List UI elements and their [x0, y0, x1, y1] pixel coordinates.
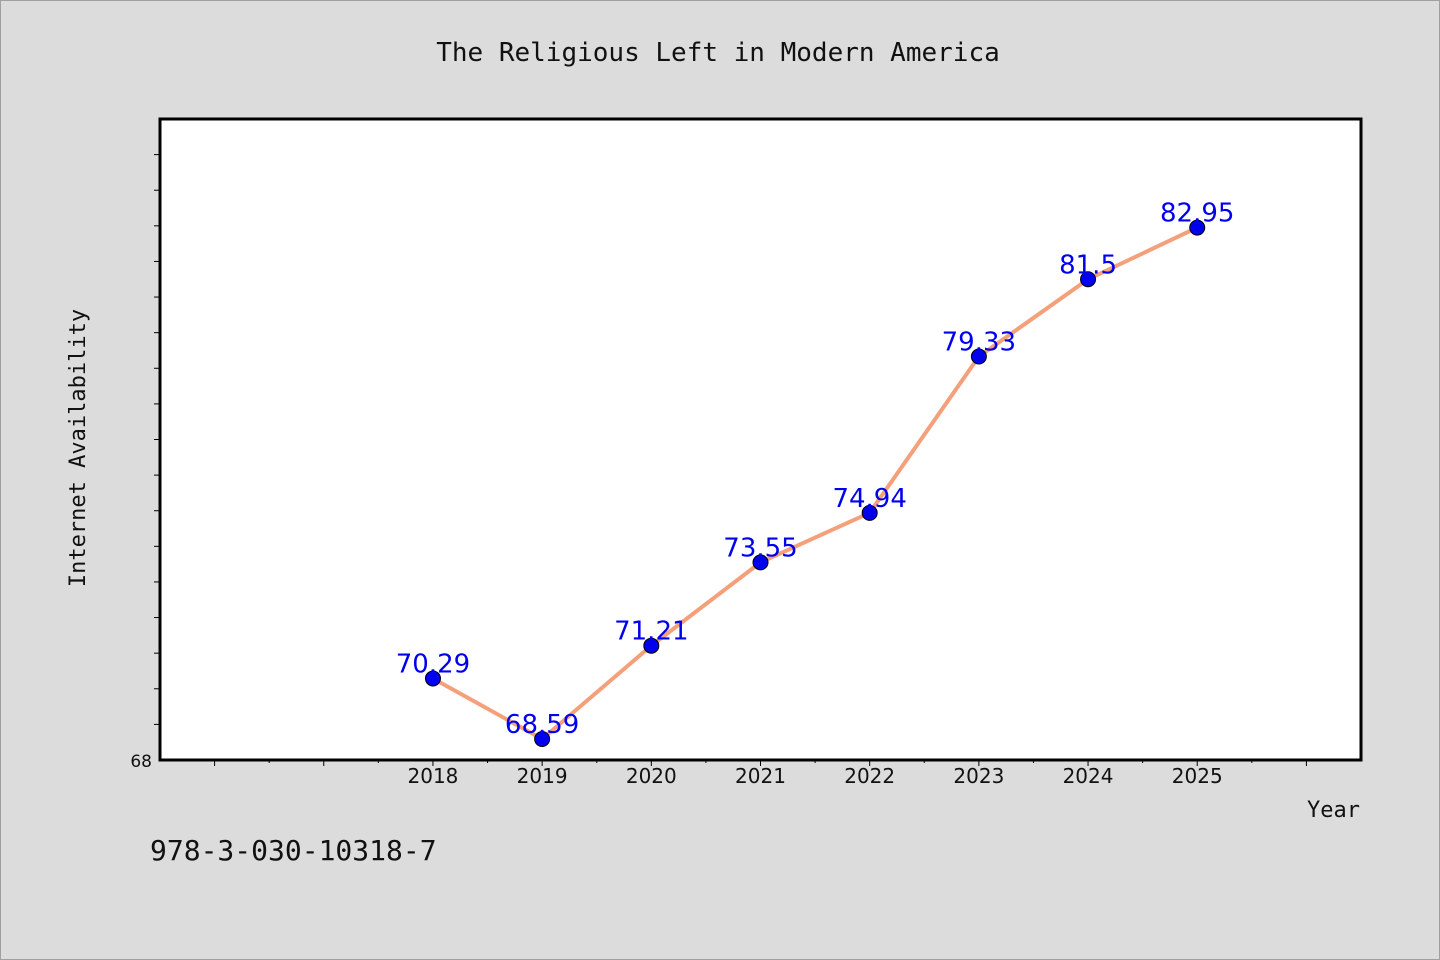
x-tick-label: 2022 [844, 764, 895, 788]
data-point [1080, 271, 1097, 288]
x-tick-label: 2024 [1063, 764, 1114, 788]
x-tick-label: 2023 [953, 764, 1004, 788]
data-point [424, 670, 441, 687]
chart-title: The Religious Left in Modern America [436, 38, 1000, 68]
data-label: 82.95 [1160, 199, 1234, 229]
y-tick-label: 68 [130, 752, 152, 772]
data-points [424, 219, 1206, 747]
x-tick-label: 2021 [735, 764, 786, 788]
data-label: 81.5 [1059, 250, 1117, 280]
data-label: 73.55 [723, 533, 797, 563]
data-point [752, 554, 769, 571]
data-point [970, 348, 987, 365]
x-axis-title: Year [1307, 798, 1360, 823]
data-labels: 70.29 68.59 71.21 73.55 74.94 79.33 81.5 82.95 [396, 199, 1235, 740]
x-axis-labels: 2018 2019 2020 2021 2022 2023 2024 2025 [408, 764, 1223, 788]
x-tick-label: 2019 [517, 764, 568, 788]
x-tick-label: 2020 [626, 764, 677, 788]
data-point [1189, 219, 1206, 236]
data-label: 74.94 [832, 484, 906, 514]
data-label: 79.33 [942, 328, 1016, 358]
series-line [430, 225, 1200, 741]
plot-area [158, 117, 1363, 762]
data-label: 70.29 [396, 649, 470, 679]
x-axis-ticks [214, 760, 1307, 766]
footer-code: 978-3-030-10318-7 [150, 834, 437, 867]
x-tick-label: 2025 [1172, 764, 1223, 788]
y-axis-title: Internet Availability [66, 309, 91, 587]
data-label: 71.21 [614, 617, 688, 647]
data-point [861, 504, 878, 521]
x-tick-label: 2018 [408, 764, 459, 788]
data-point [534, 730, 551, 747]
data-point [643, 637, 660, 654]
data-label: 68.59 [505, 710, 579, 740]
y-axis-ticks [154, 154, 160, 725]
